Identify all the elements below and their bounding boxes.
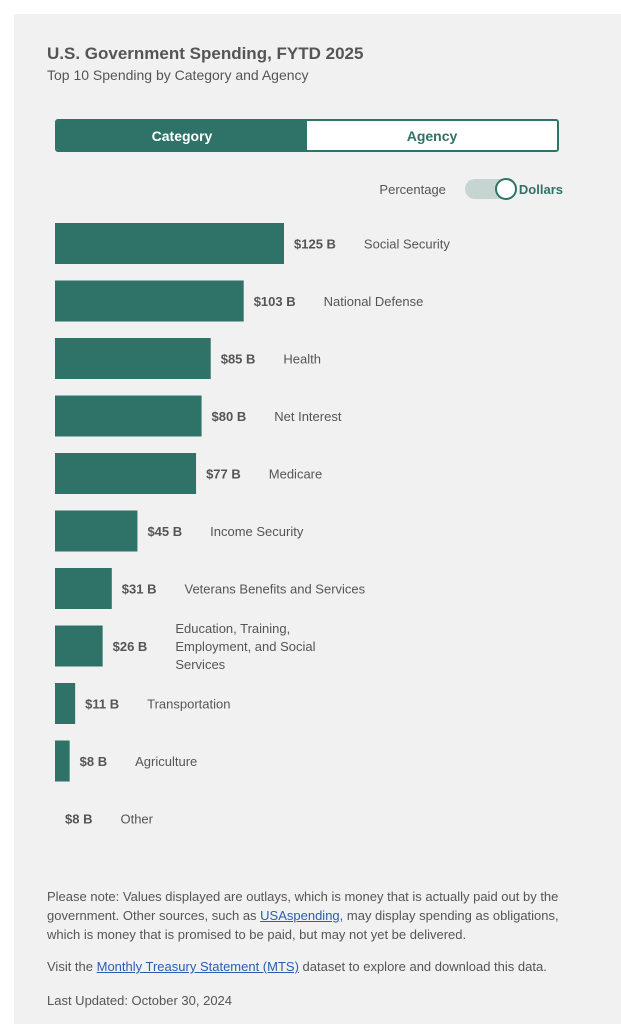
category-label-7-line-0: Education, Training, xyxy=(175,621,290,636)
mts-link[interactable]: Monthly Treasury Statement (MTS) xyxy=(96,959,299,974)
category-label-4-line-0: Medicare xyxy=(269,467,322,482)
unit-toggle-switch[interactable] xyxy=(464,178,517,200)
bar-7[interactable] xyxy=(55,625,103,667)
visit-text-start: Visit the xyxy=(47,959,97,974)
category-label-9-line-0: Agriculture xyxy=(135,754,197,769)
category-label-4: Medicare xyxy=(269,467,322,482)
category-label-8-line-0: Transportation xyxy=(147,697,230,712)
view-toggle: Category Agency xyxy=(55,119,559,152)
value-label-4: $77 B xyxy=(206,467,241,482)
category-label-7-line-1: Employment, and Social xyxy=(175,639,315,654)
value-label-5: $45 B xyxy=(147,524,182,539)
chart-subtitle: Top 10 Spending by Category and Agency xyxy=(47,67,309,83)
category-label-0-line-0: Social Security xyxy=(364,237,450,252)
percentage-label: Percentage xyxy=(379,181,446,197)
category-label-1-line-0: National Defense xyxy=(324,294,424,309)
value-label-3: $80 B xyxy=(212,409,247,424)
value-label-0: $125 B xyxy=(294,237,336,252)
value-label-9: $8 B xyxy=(80,754,107,769)
value-label-7: $26 B xyxy=(113,639,148,654)
category-label-5: Income Security xyxy=(210,524,304,539)
value-label-6: $31 B xyxy=(122,582,157,597)
outlays-note: Please note: Values displayed are outlay… xyxy=(47,887,587,944)
bar-8[interactable] xyxy=(55,683,76,724)
bar-4[interactable] xyxy=(55,453,197,494)
category-label-7: Education, Training, Employment, and Soci… xyxy=(175,621,315,672)
category-label-10-line-0: Other xyxy=(120,812,153,827)
bar-chart: $125 B Social Security $103 B National Defe… xyxy=(55,223,450,827)
last-updated: Last Updated: October 30, 2024 xyxy=(47,993,233,1008)
chart-title: U.S. Government Spending, FYTD 2025 xyxy=(47,44,364,63)
value-label-1: $103 B xyxy=(254,294,296,309)
bar-2[interactable] xyxy=(55,338,211,379)
category-label-6: Veterans Benefits and Services xyxy=(184,582,365,597)
value-label-10: $8 B xyxy=(65,812,92,827)
category-label-0: Social Security xyxy=(364,237,450,252)
category-label-6-line-0: Veterans Benefits and Services xyxy=(184,582,365,597)
category-label-7-line-2: Services xyxy=(175,657,225,672)
value-label-2: $85 B xyxy=(221,352,256,367)
category-tab[interactable]: Category xyxy=(57,121,307,150)
category-label-8: Transportation xyxy=(147,697,230,712)
category-label-2: Health xyxy=(283,352,321,367)
bar-6[interactable] xyxy=(55,568,112,609)
note-text-start: Please note: Values displayed are outlay… xyxy=(47,889,559,923)
bar-1[interactable] xyxy=(55,280,244,322)
bar-9[interactable] xyxy=(55,740,70,782)
unit-switch-row: Percentage Dollars xyxy=(379,178,563,200)
dollars-label: Dollars xyxy=(518,181,563,197)
category-label-5-line-0: Income Security xyxy=(210,524,304,539)
category-label-10: Other xyxy=(120,812,153,827)
value-label-8: $11 B xyxy=(85,697,119,712)
note-text-end: , may display spending as obligations, w… xyxy=(47,908,559,942)
category-label-3-line-0: Net Interest xyxy=(274,409,342,424)
category-label-3: Net Interest xyxy=(274,409,342,424)
category-label-2-line-0: Health xyxy=(283,352,321,367)
visit-text-end: dataset to explore and download this dat… xyxy=(298,959,547,974)
switch-knob xyxy=(494,178,517,200)
bar-0[interactable] xyxy=(55,223,284,264)
bar-5[interactable] xyxy=(55,510,138,552)
usaspending-link[interactable]: USAspending xyxy=(260,908,340,923)
category-label-1: National Defense xyxy=(324,294,424,309)
bar-3[interactable] xyxy=(55,395,202,437)
visit-note: Visit the Monthly Treasury Statement (MT… xyxy=(47,957,587,976)
agency-tab[interactable]: Agency xyxy=(307,121,557,150)
category-label-9: Agriculture xyxy=(135,754,197,769)
